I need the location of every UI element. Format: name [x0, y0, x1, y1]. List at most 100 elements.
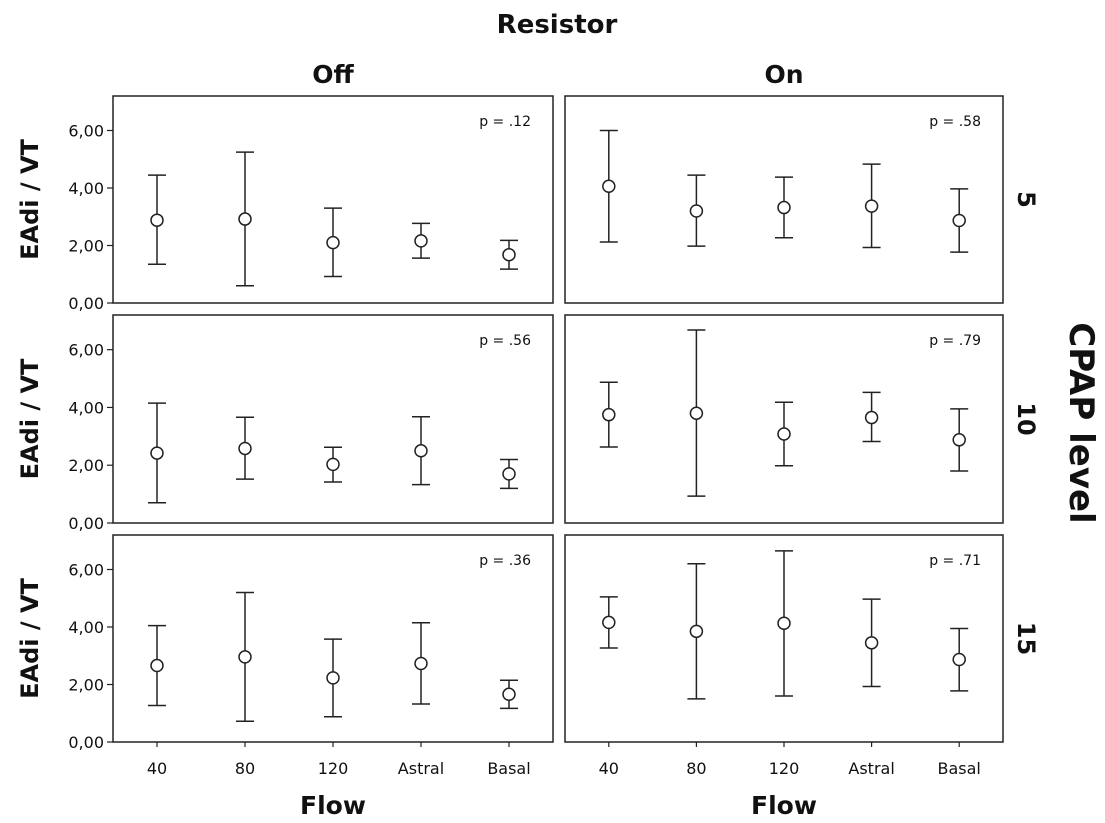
mean-point [502, 247, 516, 262]
mean-point [150, 446, 164, 460]
p-value-annotation: p = .56 [479, 333, 531, 349]
error-bar [148, 174, 166, 265]
y-axis-label: EAdi / VT [16, 577, 44, 698]
mean-point [414, 234, 428, 248]
panel-off-15: p = .36 0,00 2,00 4,00 6,00 EAdi / VT 40 80 120 A… [16, 534, 554, 778]
x-tick-label: 120 [769, 759, 800, 778]
error-bar [687, 329, 706, 497]
y-tick-label: 4,00 [68, 618, 104, 637]
error-bar [687, 174, 706, 247]
y-tick-label: 2,00 [68, 456, 104, 475]
y-axis-label: EAdi / VT [16, 358, 44, 479]
x-tick-label: Basal [938, 759, 981, 778]
x-axis-label-left: Flow [300, 791, 366, 820]
cpap-level-label: 5 [1012, 191, 1040, 208]
error-bar [599, 129, 618, 243]
mean-point [414, 444, 428, 458]
p-value-annotation: p = .12 [479, 114, 531, 130]
p-value-annotation: p = .58 [929, 114, 981, 130]
mean-point [502, 687, 516, 702]
y-tick-label: 2,00 [68, 676, 104, 695]
chart-title: Resistor [497, 10, 618, 40]
panel-on-10: p = .79 10 [564, 314, 1040, 524]
x-tick-label: 40 [147, 759, 167, 778]
mean-point [952, 433, 966, 447]
error-bar [775, 550, 793, 697]
panel-on-15: p = .71 15 40 80 120 Astral Basal [564, 534, 1040, 778]
error-bar [148, 402, 166, 504]
mean-point [414, 656, 428, 671]
mean-point [502, 467, 516, 481]
panel-frame [112, 95, 554, 304]
mean-point [689, 204, 704, 218]
x-axis-label-right: Flow [751, 791, 817, 820]
mean-point [864, 636, 879, 650]
error-bar [500, 239, 518, 270]
error-bar [324, 638, 342, 718]
mean-point [952, 652, 966, 667]
error-bar [862, 598, 881, 688]
y-tick-label: 4,00 [68, 398, 104, 417]
mean-point [326, 457, 340, 472]
cpap-level-label: 10 [1012, 402, 1040, 435]
panel-off-10: p = .56 0,00 2,00 4,00 6,00 EAdi / VT [16, 314, 554, 533]
y-tick-label: 6,00 [68, 341, 104, 360]
y-tick-label: 2,00 [68, 237, 104, 256]
mean-point [602, 615, 616, 630]
column-header-off: Off [312, 60, 354, 89]
panels: p = .12 0,00 2,00 4,00 6,00 EAdi / VT p = .58 5… [16, 95, 1040, 778]
p-value-annotation: p = .36 [479, 553, 531, 569]
mean-point [150, 658, 164, 673]
mean-point [777, 427, 791, 441]
error-bar [775, 401, 793, 467]
mean-point [864, 199, 879, 213]
p-value-annotation: p = .79 [929, 333, 981, 349]
panel-off-5: p = .12 0,00 2,00 4,00 6,00 EAdi / VT [16, 95, 554, 313]
error-bar [236, 416, 254, 480]
error-bar [324, 207, 342, 278]
y-tick-label: 6,00 [68, 122, 104, 141]
p-value-annotation: p = .71 [929, 553, 981, 569]
error-bar [236, 151, 254, 287]
error-bar [148, 624, 166, 707]
error-bar [236, 591, 254, 723]
x-tick-label: Astral [398, 759, 444, 778]
mean-point [777, 200, 791, 215]
column-header-on: On [764, 60, 803, 89]
error-bar [950, 188, 969, 253]
error-bar [500, 679, 518, 710]
error-bar [862, 163, 881, 249]
x-tick-label: Basal [487, 759, 530, 778]
mean-point [238, 441, 252, 456]
y-tick-label: 0,00 [68, 733, 104, 752]
x-tick-label: 80 [235, 759, 255, 778]
cpap-level-label: 15 [1012, 622, 1040, 655]
mean-point [602, 179, 616, 194]
mean-point [326, 235, 340, 250]
mean-point [952, 213, 966, 228]
x-tick-label: 120 [318, 759, 349, 778]
y-tick-label: 6,00 [68, 561, 104, 580]
panel-frame [564, 314, 1004, 524]
mean-point [689, 624, 704, 639]
y-axis-label: EAdi / VT [16, 138, 44, 259]
mean-point [238, 650, 252, 664]
x-tick-label: 40 [599, 759, 619, 778]
error-bar [687, 563, 706, 700]
panel-frame [564, 95, 1004, 304]
mean-point [777, 616, 791, 631]
x-tick-label: Astral [848, 759, 894, 778]
error-bar [862, 391, 881, 443]
error-bar [599, 381, 618, 448]
mean-point [238, 212, 252, 226]
y-tick-label: 0,00 [68, 514, 104, 533]
error-bar [500, 458, 518, 490]
error-bar [950, 408, 969, 472]
row-header-cpap-level: CPAP level [1061, 322, 1101, 523]
mean-point [150, 213, 164, 227]
y-tick-label: 4,00 [68, 179, 104, 198]
error-bar [324, 446, 342, 483]
mean-point [864, 410, 879, 425]
error-bar [412, 222, 430, 259]
